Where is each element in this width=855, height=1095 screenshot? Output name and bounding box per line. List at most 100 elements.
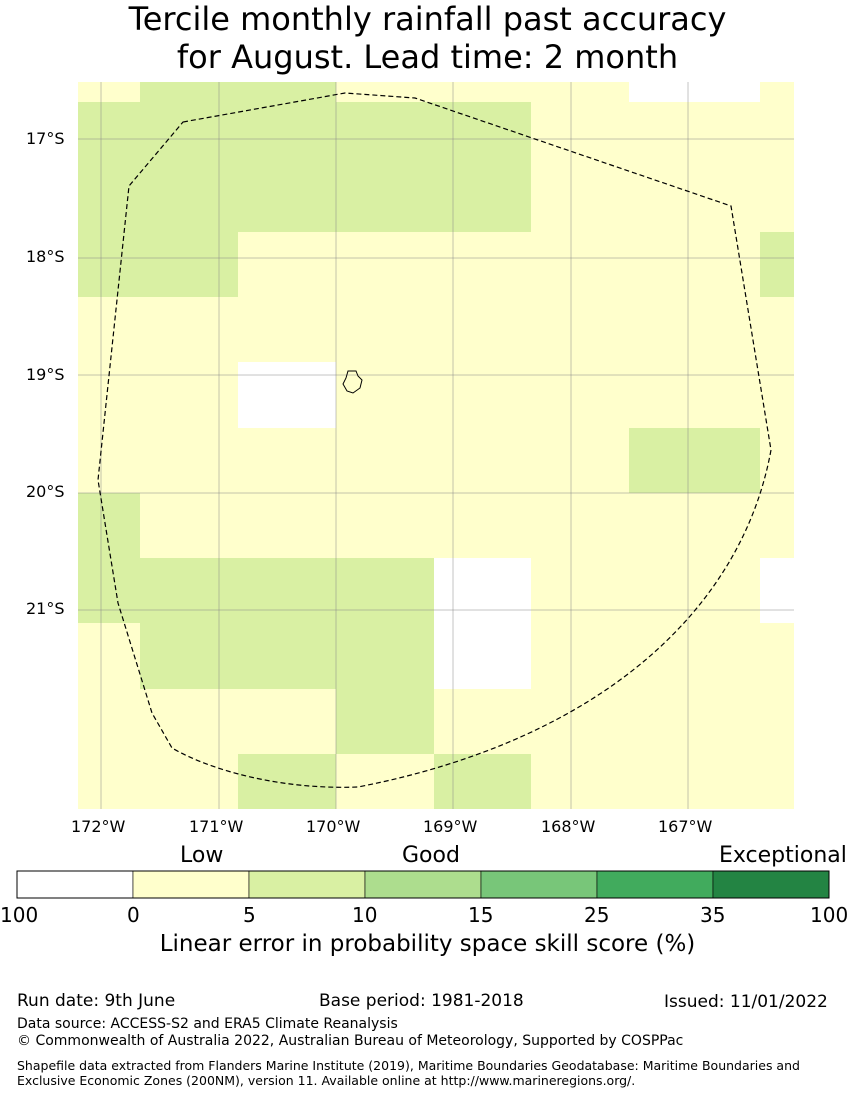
copyright: © Commonwealth of Australia 2022, Austra… [17,1033,684,1049]
map-cell [531,689,629,754]
map-cell [336,102,434,167]
map-cell [238,754,336,809]
legend-tick-3: 10 [352,903,378,927]
map-cell [336,623,434,689]
map-cell [140,493,238,558]
map-cell [434,362,531,428]
map-cell [727,167,760,232]
run-date: Run date: 9th June [17,991,176,1011]
legend-tick-7: 100 [810,903,849,927]
map-cell [434,689,531,754]
map-cell [336,558,434,623]
colorbar-segment [712,870,830,899]
map-cell [434,232,531,297]
issued-date: Issued: 11/01/2022 [664,992,828,1012]
map-cell [629,297,727,362]
map-cell [629,362,727,428]
map-cell [238,297,336,362]
map-cell [760,102,794,167]
map-cell [760,167,794,232]
map-cell [727,82,760,102]
legend-label: Linear error in probability space skill … [159,931,696,957]
map-cell [78,167,140,232]
lat-label-18s: 18°S [26,247,65,266]
map-cell [140,754,238,809]
map-cell [78,297,140,362]
title-line-2: for August. Lead time: 2 month [176,38,679,76]
map-cell [531,558,629,623]
map-cell [629,232,727,297]
lon-label-167w: 167°W [658,817,713,836]
map-cell [238,167,336,232]
map-cell [760,754,794,809]
map-cell [78,82,140,102]
map-cell [238,102,336,167]
map-cell [727,428,760,493]
map-cell [760,82,794,102]
title-line-1: Tercile monthly rainfall past accuracy [128,0,727,38]
lon-label-172w: 172°W [71,817,126,836]
map-cell [140,689,238,754]
map-cell [531,428,629,493]
map-cell [78,623,140,689]
map-cell [760,232,794,297]
map-cell [238,428,336,493]
eez-boundary [97,92,772,788]
colorbar-segment [16,870,134,899]
lon-label-168w: 168°W [541,817,596,836]
map-cell [140,428,238,493]
legend-tick-5: 25 [584,903,610,927]
lat-label-20s: 20°S [26,482,65,501]
map-cell [434,558,531,623]
colorbar [16,870,830,899]
map-cell [531,362,629,428]
colorbar-segment [248,870,366,899]
map-cell [140,558,238,623]
island-outline [342,370,363,394]
map-cell [78,754,140,809]
map-cell [140,82,238,102]
map-cell [727,558,760,623]
map-cell [238,232,336,297]
legend-tick-4: 15 [468,903,494,927]
legend-category-good: Good [402,843,460,868]
lon-label-170w: 170°W [306,817,361,836]
map-cell [629,623,727,689]
colorbar-segment [132,870,250,899]
legend-tick-0: 100 [0,903,39,927]
map-cell [140,297,238,362]
map-cell [336,362,434,428]
map-cell [760,623,794,689]
map-cell [531,493,629,558]
colorbar-segment [364,870,482,899]
map-cell [629,82,727,102]
map-cell [434,102,531,167]
map-cell [434,428,531,493]
map-cell [727,493,760,558]
map-cell [434,623,531,689]
lat-label-19s: 19°S [26,365,65,384]
chart-title: Tercile monthly rainfall past accuracy f… [0,0,855,76]
map-cells [78,82,794,809]
map-cell [629,558,727,623]
map-cell [336,493,434,558]
map-cell [238,362,336,428]
lat-label-17s: 17°S [26,129,65,148]
map-cell [760,558,794,623]
map-cell [629,428,727,493]
map-cell [760,689,794,754]
map-cell [140,102,238,167]
map-cell [336,689,434,754]
map-cell [727,754,760,809]
legend-tick-6: 35 [700,903,726,927]
map-cell [336,167,434,232]
map-cell [760,493,794,558]
map-cell [434,297,531,362]
map-cell [629,102,727,167]
map-cell [727,623,760,689]
map-cell [78,558,140,623]
map-cell [531,82,629,102]
lat-label-21s: 21°S [26,599,65,618]
legend-tick-1: 0 [127,903,140,927]
